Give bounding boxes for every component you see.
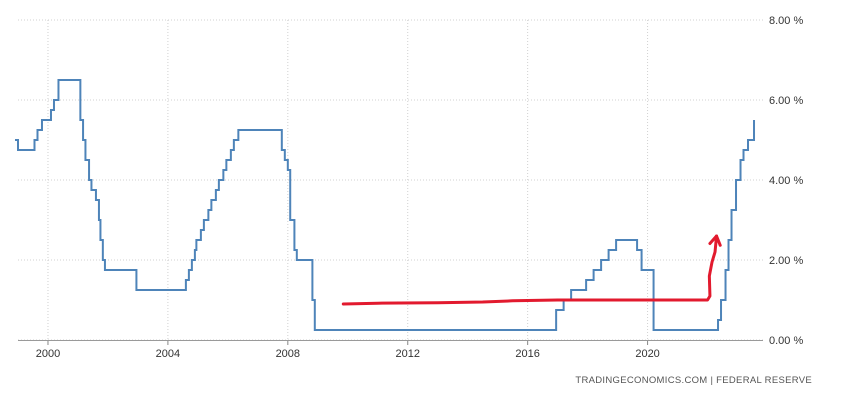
y-tick-label: 0.00 % <box>769 335 803 347</box>
y-tick-label: 2.00 % <box>769 255 803 267</box>
x-tick-label: 2020 <box>635 348 659 360</box>
series-line <box>15 79 756 331</box>
y-tick-label: 8.00 % <box>769 15 803 27</box>
x-tick-label: 2000 <box>36 348 60 360</box>
series-layer <box>15 79 756 331</box>
x-tick-label: 2016 <box>515 348 539 360</box>
y-tick-label: 4.00 % <box>769 175 803 187</box>
annotation-line <box>341 234 719 306</box>
x-tick-label: 2008 <box>276 348 300 360</box>
grid <box>18 19 763 341</box>
y-tick-label: 6.00 % <box>769 95 803 107</box>
x-tick-label: 2004 <box>156 348 180 360</box>
x-tick-label: 2012 <box>395 348 419 360</box>
tick-labels: 0.00 % 2.00 % 4.00 % 6.00 % 8.00 % 2000 2004 20… <box>36 15 804 360</box>
x-axis <box>18 340 763 345</box>
annotation-arrowhead <box>708 234 722 247</box>
source-credit: TRADINGECONOMICS.COM | FEDERAL RESERVE <box>575 375 812 386</box>
annotation-layer <box>341 234 722 306</box>
